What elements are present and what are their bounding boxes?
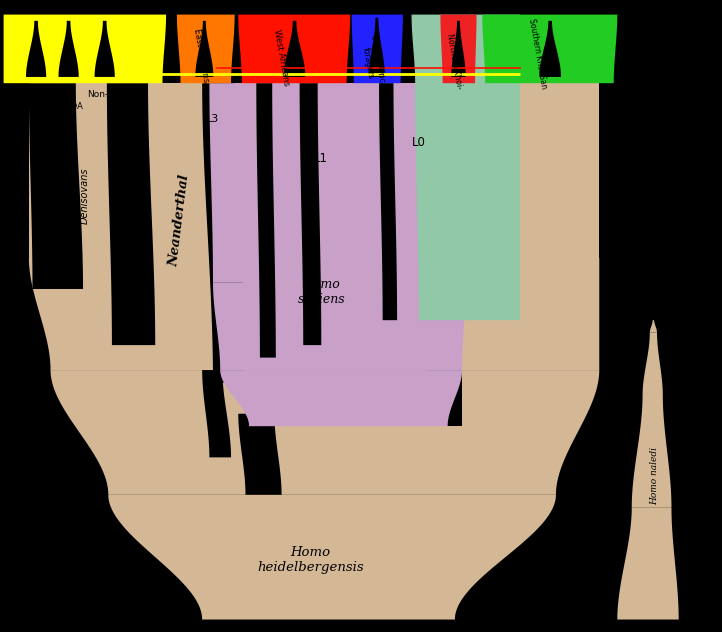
Polygon shape [426, 289, 462, 426]
Polygon shape [539, 21, 561, 77]
Text: L1: L1 [314, 152, 329, 164]
Polygon shape [415, 83, 520, 320]
Text: Homo
heidelbergensis: Homo heidelbergensis [257, 546, 364, 574]
Polygon shape [58, 21, 79, 77]
Polygon shape [4, 15, 166, 83]
Polygon shape [617, 507, 679, 619]
Polygon shape [412, 15, 520, 83]
Text: Central Africa
foragers: Central Africa foragers [359, 34, 388, 89]
Text: East Africans: East Africans [191, 28, 210, 83]
Text: L2: L2 [256, 125, 269, 135]
Polygon shape [29, 83, 599, 258]
Polygon shape [202, 370, 231, 458]
Polygon shape [195, 21, 213, 77]
Text: Neanderthal: Neanderthal [167, 174, 191, 267]
Polygon shape [209, 83, 466, 283]
Text: Homo naledi: Homo naledi [651, 447, 659, 505]
Polygon shape [369, 18, 385, 77]
Text: Northern Khoi-: Northern Khoi- [445, 33, 464, 89]
Polygon shape [379, 83, 397, 320]
Polygon shape [26, 21, 46, 77]
Text: Homo
sapiens: Homo sapiens [297, 278, 345, 306]
Polygon shape [202, 83, 245, 382]
Polygon shape [440, 15, 477, 83]
Text: Southern Khoi-San: Southern Khoi-San [527, 18, 549, 89]
Text: Denisovans: Denisovans [79, 167, 90, 224]
Text: L0: L0 [412, 136, 426, 149]
Text: OOA: OOA [65, 102, 84, 111]
Polygon shape [643, 332, 663, 395]
Polygon shape [95, 21, 115, 77]
Polygon shape [482, 15, 617, 83]
Polygon shape [352, 15, 403, 83]
Polygon shape [220, 370, 462, 426]
Text: West Africans: West Africans [272, 28, 291, 87]
Polygon shape [650, 320, 657, 332]
Polygon shape [29, 258, 599, 370]
Text: L3: L3 [206, 114, 219, 124]
Polygon shape [284, 21, 305, 77]
Polygon shape [238, 414, 282, 495]
Polygon shape [177, 15, 235, 83]
Polygon shape [29, 83, 83, 289]
Polygon shape [213, 283, 466, 370]
Polygon shape [451, 21, 466, 77]
Polygon shape [107, 83, 155, 345]
Polygon shape [632, 395, 671, 507]
Polygon shape [108, 495, 556, 619]
Text: Non-Africans: Non-Africans [87, 90, 144, 99]
Polygon shape [51, 370, 599, 495]
Polygon shape [256, 83, 276, 358]
Polygon shape [238, 15, 350, 83]
Polygon shape [300, 83, 321, 345]
